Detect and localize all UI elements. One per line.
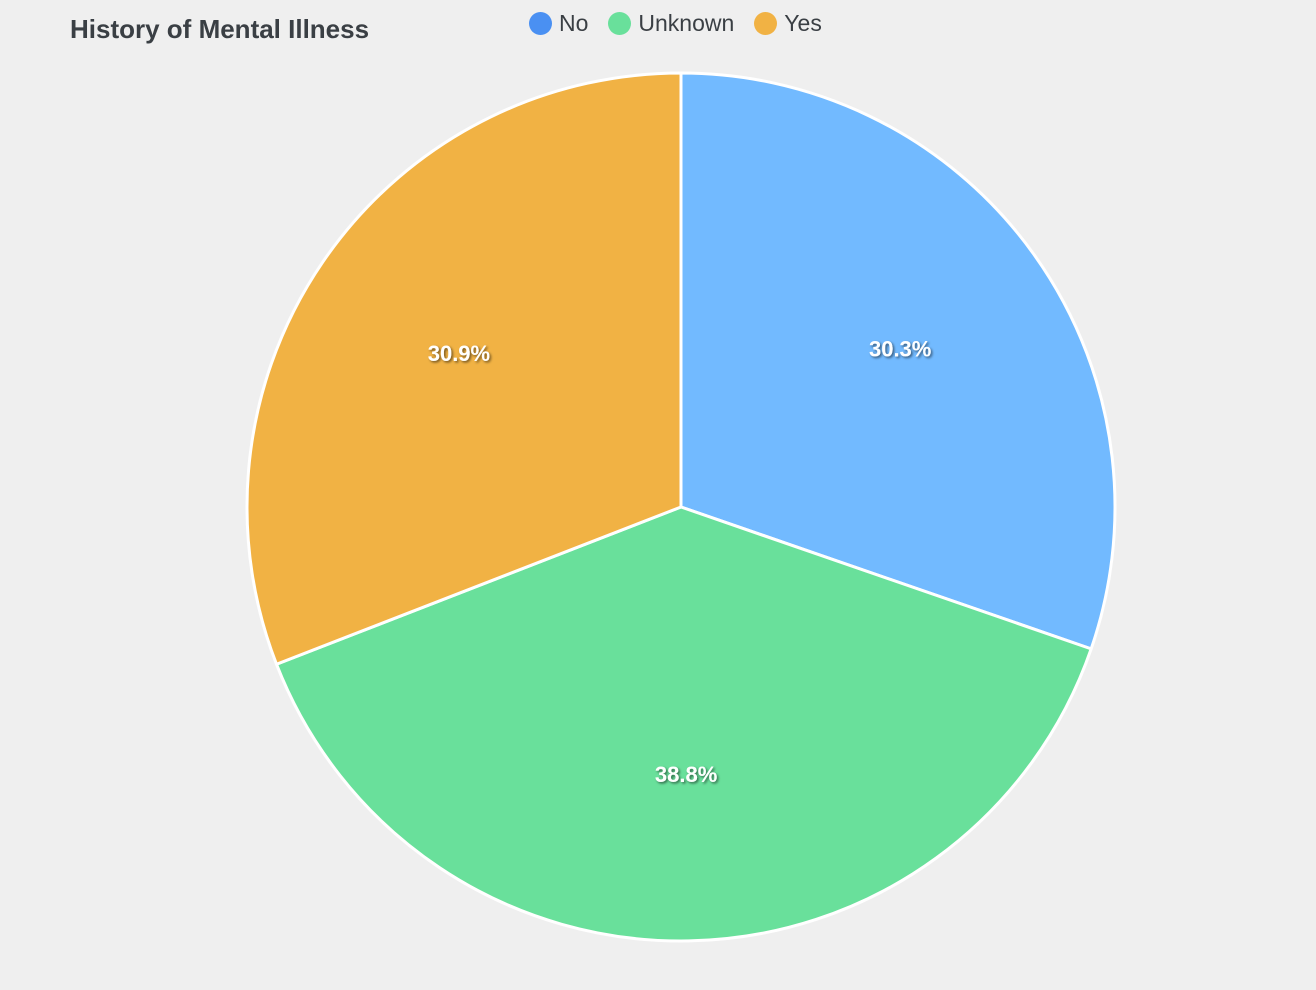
legend-label-no: No bbox=[559, 10, 589, 36]
chart-title: History of Mental Illness bbox=[70, 14, 370, 44]
legend: No Unknown Yes bbox=[529, 10, 822, 37]
pie-labels: 30.3% 38.8% 30.9% bbox=[428, 337, 932, 787]
pie-slice-unknown[interactable] bbox=[274, 505, 1093, 943]
legend-swatch-no bbox=[529, 12, 552, 35]
legend-label-unknown: Unknown bbox=[638, 10, 735, 36]
pie-slices bbox=[245, 71, 1117, 943]
legend-swatch-yes bbox=[754, 12, 778, 35]
pie-slice-yes[interactable] bbox=[245, 71, 683, 666]
pie-label-yes: 30.9% bbox=[428, 341, 490, 366]
legend-item-unknown[interactable]: Unknown bbox=[608, 10, 734, 37]
pie-label-no: 30.3% bbox=[869, 337, 931, 362]
legend-label-yes: Yes bbox=[784, 10, 822, 36]
pie-slice-no[interactable] bbox=[679, 71, 1117, 651]
pie-label-unknown: 38.8% bbox=[655, 762, 717, 787]
legend-item-no[interactable]: No bbox=[529, 10, 588, 37]
legend-item-yes[interactable]: Yes bbox=[754, 10, 822, 37]
legend-swatch-unknown bbox=[608, 12, 632, 35]
